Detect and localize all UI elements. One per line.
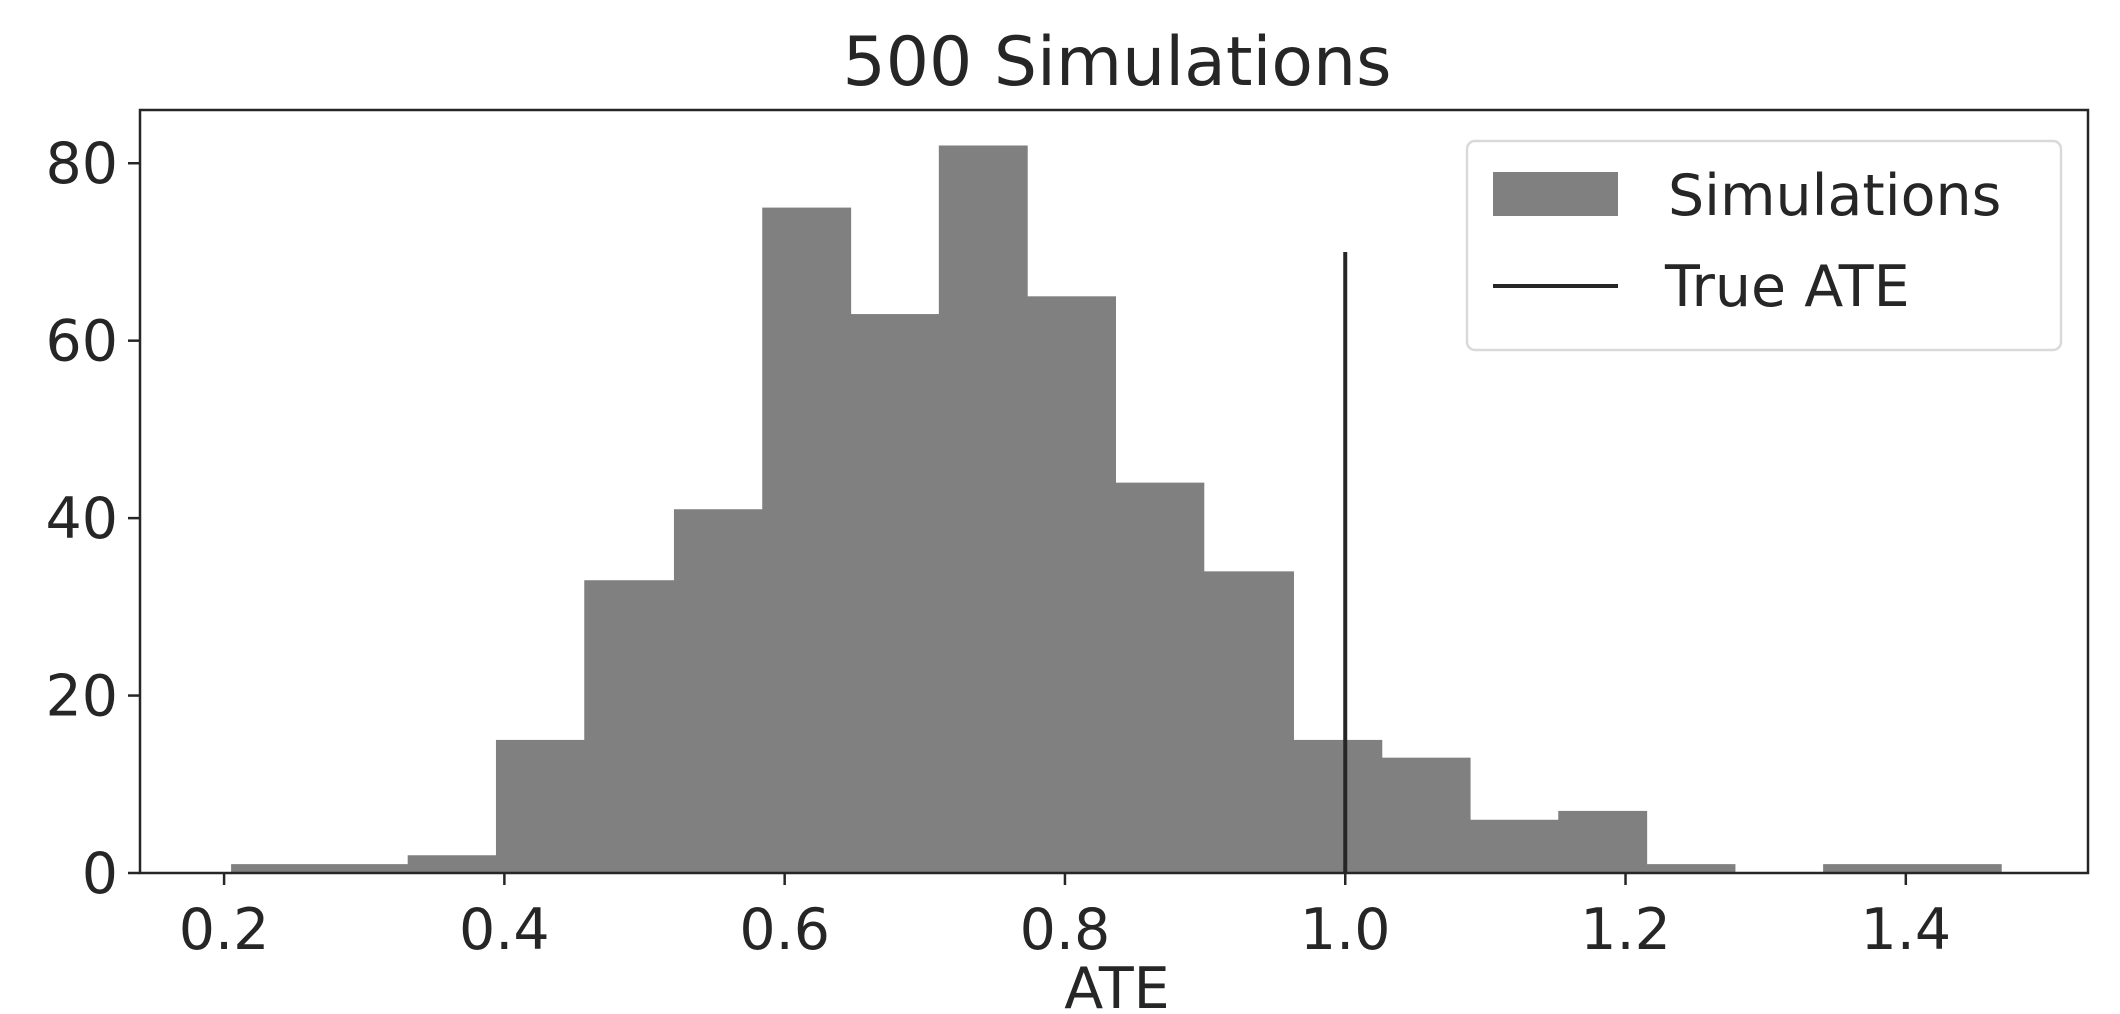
x-tick-label: 0.2 — [179, 897, 270, 963]
legend-simulations-label: Simulations — [1668, 163, 2001, 229]
histogram-bar — [584, 580, 675, 873]
histogram-bar — [495, 739, 585, 873]
y-tick-label: 0 — [82, 841, 118, 907]
histogram-bar — [319, 864, 409, 873]
histogram-bar — [1115, 482, 1205, 873]
histogram-bar — [673, 509, 763, 873]
histogram-bar — [1558, 810, 1648, 873]
histogram-bars — [231, 145, 2002, 874]
plot-frame — [138, 108, 2090, 875]
x-axis-ticks: 0.2 0.4 0.6 0.8 1.0 1.2 1.4 — [179, 873, 1951, 963]
histogram-bar — [1469, 819, 1559, 873]
histogram-bar — [407, 855, 497, 873]
y-tick-label: 60 — [45, 309, 118, 375]
histogram-bar — [1293, 739, 1383, 873]
x-tick-label: 0.4 — [459, 897, 550, 963]
x-tick-label: 1.4 — [1860, 897, 1951, 963]
x-axis-label: ATE — [1064, 956, 1169, 1014]
histogram-bar — [1381, 757, 1471, 873]
histogram-bar — [850, 314, 940, 874]
chart-title: 500 Simulations — [842, 23, 1391, 102]
y-axis-ticks: 0 20 40 60 80 — [45, 131, 140, 907]
x-tick-label: 0.8 — [1020, 897, 1111, 963]
legend-true-ate-label: True ATE — [1664, 254, 1910, 320]
y-tick-label: 80 — [45, 131, 118, 197]
histogram-bar — [1203, 571, 1294, 873]
histogram-bar — [1646, 864, 1736, 873]
legend: Simulations True ATE — [1465, 139, 2063, 352]
x-tick-label: 0.6 — [739, 897, 830, 963]
histogram-bar — [231, 864, 320, 873]
histogram-bar — [1027, 296, 1117, 873]
histogram-bar — [1823, 864, 1914, 873]
histogram-bar — [938, 145, 1028, 873]
y-tick-label: 40 — [45, 486, 118, 552]
x-tick-label: 1.2 — [1580, 897, 1671, 963]
histogram-bar — [762, 207, 852, 873]
histogram-bar — [1912, 864, 2002, 873]
legend-simulations-swatch — [1493, 172, 1618, 216]
x-tick-label: 1.0 — [1300, 897, 1391, 963]
y-tick-label: 20 — [45, 664, 118, 730]
